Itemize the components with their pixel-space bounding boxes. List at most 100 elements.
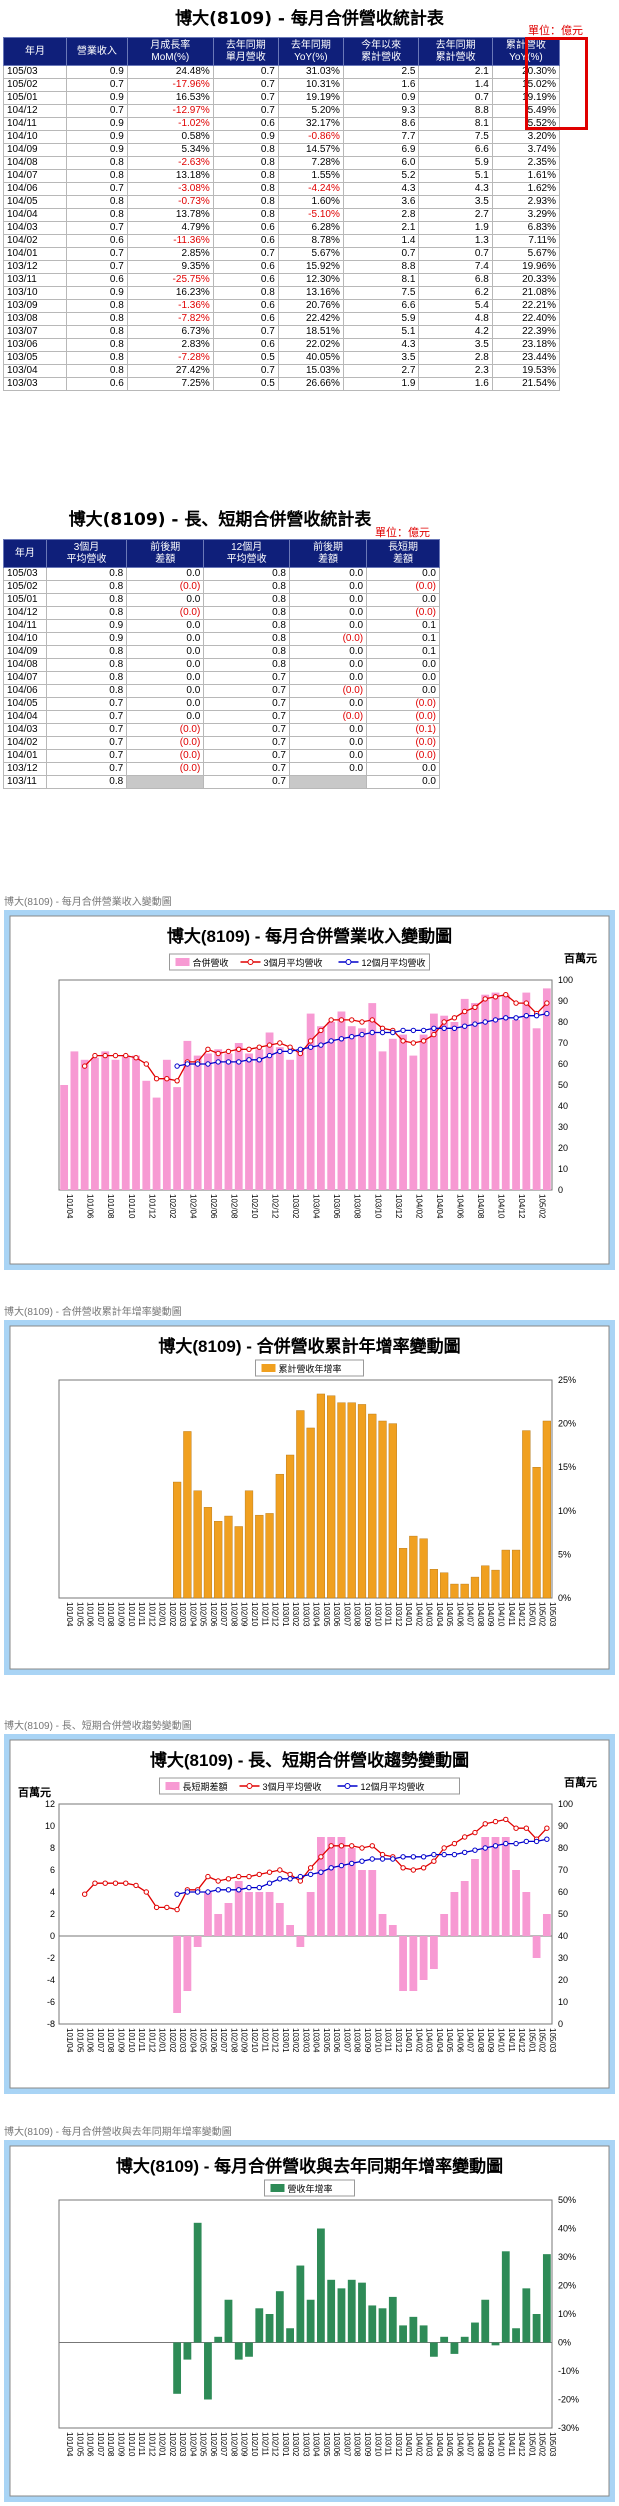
line-point	[246, 1046, 252, 1053]
table-cell: 0.7	[418, 247, 493, 261]
table-cell: 0.9	[45, 619, 128, 633]
bar	[368, 1413, 377, 1599]
line-point	[143, 1889, 150, 1895]
line-point	[174, 1063, 180, 1069]
table-cell: 10.31%	[277, 78, 344, 92]
table-row: 104/05 0.8 -0.73% 0.8 1.60% 3.6 3.5 2.93%	[3, 195, 561, 209]
x-tick-label: 102/07	[219, 2028, 228, 2053]
line-point	[482, 1845, 488, 1851]
line-point	[123, 1880, 129, 1886]
table-cell: 0.0	[366, 684, 440, 698]
table-cell: 0.8	[45, 684, 128, 698]
line-point	[533, 1013, 540, 1019]
x-tick-label: 102/02	[168, 1602, 177, 1627]
x-tick-label: 103/01	[281, 1602, 290, 1627]
bar	[193, 1490, 202, 1599]
line-point	[184, 1061, 191, 1067]
table-cell: 104/02	[3, 234, 67, 248]
bar	[306, 1013, 315, 1190]
table-cell: 0.8	[65, 351, 128, 365]
bar	[234, 1043, 243, 1190]
x-tick-label: 101/08	[106, 1194, 115, 1219]
table-cell: 0.5	[212, 351, 279, 365]
bar	[80, 1059, 89, 1190]
bar	[429, 2342, 438, 2357]
bar	[409, 2316, 418, 2343]
table-cell: 0.8	[45, 645, 128, 659]
table-cell: 0.0	[126, 645, 205, 659]
bar	[368, 1003, 377, 1190]
legend-label: 長短期差額	[183, 1781, 228, 1792]
x-tick-label: 102/06	[209, 1194, 218, 1219]
x-tick-label: 101/10	[127, 2028, 136, 2053]
bar	[296, 1936, 305, 1947]
y2-tick-label: 20	[558, 1975, 568, 1985]
table-cell: (0.0)	[126, 723, 205, 737]
table-cell: 0.0	[126, 671, 205, 685]
line-point	[400, 1038, 406, 1044]
table-cell: 0.8	[65, 299, 128, 313]
x-tick-label: 101/05	[75, 2028, 84, 2053]
x-tick-label: 102/02	[168, 1194, 177, 1219]
x-tick-label: 103/05	[322, 2432, 331, 2457]
bar	[440, 1015, 449, 1190]
y-tick-label: 8	[50, 1843, 55, 1853]
x-tick-label: 101/06	[86, 1194, 95, 1219]
bar	[419, 1034, 428, 1190]
table-row: 104/09 0.8 0.0 0.8 0.0 0.1	[3, 645, 440, 659]
line-point	[390, 1029, 396, 1036]
bar	[532, 2314, 541, 2343]
line-point	[205, 1046, 211, 1053]
line-point	[328, 1017, 334, 1023]
line-point	[349, 1843, 355, 1849]
table-cell: 1.55%	[277, 169, 344, 183]
line-point	[379, 1029, 386, 1036]
table-cell: 104/10	[3, 632, 47, 646]
line-point	[133, 1882, 139, 1889]
bar	[183, 1040, 192, 1190]
table-cell: 1.61%	[491, 169, 561, 183]
x-tick-label: 103/06	[332, 2432, 341, 2457]
bar	[173, 1936, 182, 2013]
bar	[491, 2342, 500, 2346]
table-cell: 0.8	[65, 312, 128, 326]
bar	[265, 1513, 274, 1599]
table-cell: 0.7	[65, 78, 128, 92]
line-point	[328, 1038, 334, 1044]
table-cell: 4.8	[418, 312, 493, 326]
table-cell: 0.0	[288, 580, 368, 594]
x-tick-label: 104/06	[455, 2028, 464, 2053]
bar	[214, 2336, 223, 2343]
table-cell: 103/08	[3, 312, 67, 326]
table-cell: 103/11	[3, 775, 47, 789]
table-cell: 1.9	[342, 377, 420, 391]
bar	[224, 1053, 233, 1190]
table-cell: 0.8	[203, 580, 290, 594]
table-cell: 3.74%	[491, 143, 561, 157]
bar	[481, 2299, 490, 2343]
x-tick-label: 103/10	[373, 2028, 382, 2053]
table-cell: 0.9	[65, 130, 128, 144]
bar	[317, 1837, 325, 1936]
table-cell: 0.8	[65, 195, 128, 209]
table-cell: 9.3	[342, 104, 420, 118]
x-tick-label: 105/01	[527, 2432, 536, 2457]
table-cell: 26.66%	[277, 377, 344, 391]
line-point	[164, 1076, 170, 1082]
bar	[460, 998, 469, 1190]
line-point	[184, 1889, 191, 1895]
column-header: 3個月 平均營收	[45, 539, 128, 568]
table-cell: 0.0	[126, 619, 205, 633]
table-cell: 0.0	[366, 593, 440, 607]
table-cell: 0.0	[366, 658, 440, 672]
x-tick-label: 101/06	[86, 2028, 95, 2053]
bar	[275, 1473, 284, 1599]
table-cell: 0.0	[288, 619, 368, 633]
line-point	[318, 1869, 324, 1875]
line-point	[359, 1845, 365, 1851]
table-cell: 104/02	[3, 736, 47, 750]
table-row: 104/06 0.7 -3.08% 0.8 -4.24% 4.3 4.3 1.62%	[3, 182, 561, 196]
x-tick-label: 102/06	[209, 1602, 218, 1627]
line-point	[318, 1854, 324, 1860]
table-cell: 103/11	[3, 273, 67, 287]
